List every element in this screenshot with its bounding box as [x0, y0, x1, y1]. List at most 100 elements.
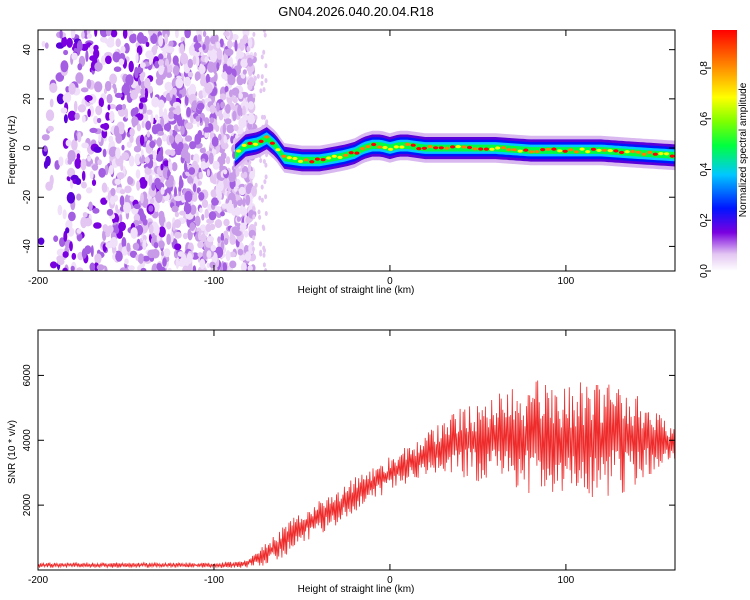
noise-blob: [87, 155, 92, 162]
noise-blob: [175, 30, 179, 39]
noise-blob: [75, 72, 84, 84]
noise-blob: [180, 125, 185, 135]
noise-blob: [140, 88, 146, 96]
noise-blob: [135, 52, 139, 64]
spectrogram-xlabel: Height of straight line (km): [298, 285, 415, 296]
noise-blob: [45, 109, 55, 122]
noise-blob: [165, 72, 173, 78]
noise-blob: [115, 147, 121, 159]
noise-blob: [204, 208, 209, 219]
noise-blob: [174, 186, 177, 198]
noise-blob: [244, 251, 252, 262]
noise-blob: [257, 209, 261, 215]
ridge-hotspot: [607, 149, 613, 153]
ridge-hotspot: [540, 148, 546, 152]
noise-blob: [258, 195, 262, 201]
noise-blob: [163, 248, 171, 258]
noise-blob: [125, 74, 134, 86]
noise-blob: [231, 87, 240, 96]
noise-blob: [221, 72, 228, 80]
noise-blob: [200, 77, 207, 87]
noise-blob: [141, 120, 145, 129]
noise-blob: [199, 65, 206, 74]
noise-blob: [203, 117, 209, 123]
noise-blob: [253, 52, 257, 57]
noise-blob: [102, 148, 107, 158]
ridge-hotspot: [331, 154, 337, 158]
noise-blob: [252, 31, 256, 37]
noise-blob: [180, 149, 188, 159]
noise-blob: [185, 122, 194, 130]
colorbar-gradient: [712, 30, 737, 271]
noise-blob: [224, 85, 229, 93]
noise-blob: [208, 152, 214, 165]
noise-blob: [62, 94, 69, 103]
noise-blob: [116, 104, 123, 111]
noise-blob: [148, 30, 154, 36]
noise-blob: [226, 124, 235, 134]
noise-blob: [147, 249, 156, 259]
noise-blob: [184, 76, 191, 87]
noise-blob: [219, 93, 227, 101]
x-tick-label: -100: [204, 276, 224, 287]
noise-blob: [134, 66, 139, 79]
noise-blob: [207, 61, 215, 73]
noise-blob: [81, 142, 89, 149]
ridge-hotspot: [410, 143, 416, 147]
noise-blob: [100, 36, 108, 43]
noise-blob: [140, 192, 144, 204]
noise-blob: [97, 159, 102, 166]
noise-blob: [223, 230, 229, 237]
noise-blob: [219, 38, 224, 48]
noise-blob: [202, 44, 206, 51]
noise-blob: [127, 265, 135, 271]
noise-blob: [198, 192, 205, 201]
noise-blob: [171, 87, 177, 95]
ridge-hotspot: [596, 148, 602, 152]
noise-blob: [174, 133, 183, 145]
noise-blob: [108, 165, 114, 175]
snr-panel: -200 -100 0 100 2000 4000 6000 Height of strai…: [7, 329, 676, 595]
noise-blob: [98, 97, 105, 108]
noise-blob: [227, 39, 233, 49]
noise-blob: [124, 185, 132, 194]
noise-blob: [121, 237, 127, 248]
ridge-hotspot: [269, 141, 275, 145]
noise-blob: [192, 265, 197, 271]
noise-blob: [239, 204, 246, 216]
noise-blob: [105, 55, 112, 65]
noise-blob: [260, 197, 264, 203]
noise-blob: [236, 216, 241, 222]
noise-blob: [264, 78, 268, 84]
ridge-hotspot: [388, 147, 394, 151]
ridge-hotspot: [551, 147, 557, 151]
noise-blob: [201, 214, 205, 221]
noise-blob: [129, 195, 135, 202]
noise-blob: [90, 245, 94, 258]
noise-blob: [49, 98, 54, 108]
noise-blob: [174, 243, 182, 251]
noise-blob: [204, 130, 209, 139]
ridge-hotspot: [292, 156, 298, 161]
noise-blob: [264, 194, 268, 200]
noise-blob: [153, 44, 158, 51]
noise-blob: [251, 240, 255, 246]
noise-blob: [209, 261, 216, 269]
noise-blob: [94, 253, 102, 263]
noise-blob: [187, 58, 194, 69]
noise-blob: [189, 83, 197, 96]
ridge-hotspot: [236, 149, 242, 153]
noise-blob: [38, 237, 45, 245]
noise-blob: [207, 236, 214, 243]
noise-blob: [247, 83, 253, 91]
noise-blob: [263, 32, 267, 38]
noise-blob: [233, 206, 241, 216]
noise-blob: [238, 92, 243, 100]
ridge-hotspot: [658, 152, 664, 156]
noise-blob: [214, 34, 219, 42]
noise-blob: [173, 219, 182, 229]
noise-blob: [265, 119, 269, 125]
noise-blob: [213, 149, 217, 155]
noise-blob: [216, 41, 221, 49]
noise-blob: [192, 183, 197, 193]
